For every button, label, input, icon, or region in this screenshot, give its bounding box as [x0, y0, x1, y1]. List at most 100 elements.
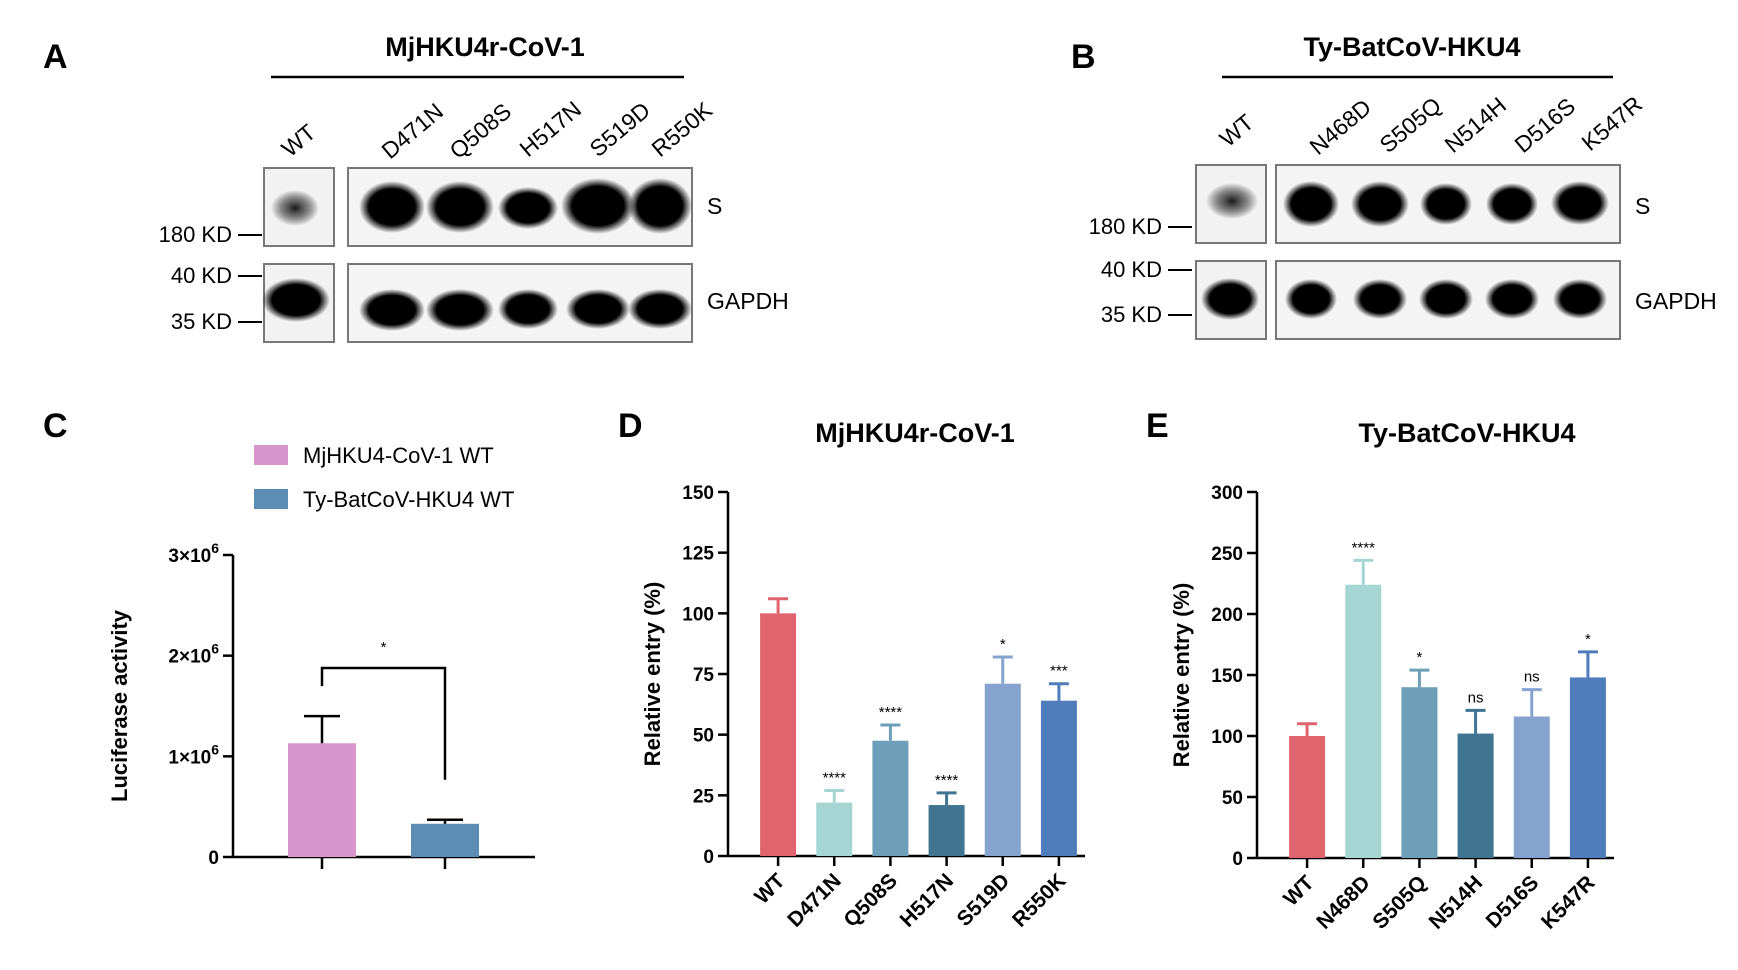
- band: [359, 289, 425, 331]
- x-tick-label: Q508S: [839, 869, 902, 932]
- y-axis-title: Relative entry (%): [640, 582, 665, 767]
- y-tick-label: 50: [1222, 788, 1243, 809]
- legend-label: Ty-BatCoV-HKU4 WT: [303, 487, 514, 512]
- x-tick-label: N468D: [1312, 871, 1374, 933]
- band-label-s: S: [707, 193, 722, 219]
- y-tick-label: 100: [682, 604, 714, 625]
- chart-d: MjHKU4r-CoV-1 0 25 50 75 100 125 150 Relative en…: [640, 418, 1085, 932]
- significance-label: ns: [1524, 669, 1540, 686]
- lane-label: N468D: [1305, 94, 1377, 160]
- lane-label: WT: [1215, 109, 1259, 152]
- bar: [872, 740, 909, 856]
- significance-label: ****: [879, 704, 903, 721]
- x-tick-label: D471N: [783, 869, 845, 931]
- chart-title: Ty-BatCoV-HKU4: [1358, 418, 1575, 448]
- band: [1553, 279, 1607, 319]
- marker-label: 180 KD: [1089, 214, 1162, 239]
- bar: [1457, 733, 1494, 858]
- band: [628, 178, 692, 234]
- bar: [411, 823, 479, 857]
- bar: [928, 805, 965, 856]
- x-tick-label: D516S: [1482, 871, 1544, 933]
- band: [426, 289, 494, 331]
- band: [1551, 181, 1609, 225]
- band: [1419, 279, 1473, 319]
- y-tick-label: 1×106: [168, 741, 219, 768]
- y-tick-label: 0: [1232, 849, 1243, 870]
- band-label-gapdh: GAPDH: [707, 288, 789, 314]
- x-tick-label: WT: [1279, 871, 1318, 910]
- y-tick-label-exponent: 6: [211, 641, 219, 657]
- x-tick-label: H517N: [896, 869, 958, 931]
- band: [498, 187, 558, 229]
- y-tick-label: 250: [1211, 544, 1243, 565]
- y-tick-label-base: 3×10: [168, 546, 211, 567]
- lane-label: R550K: [647, 96, 718, 162]
- y-tick-label: 75: [693, 665, 715, 686]
- band: [566, 289, 630, 329]
- marker-label: 40 KD: [171, 263, 232, 288]
- bar: [1040, 700, 1077, 856]
- y-tick-label-base: 1×10: [168, 747, 211, 768]
- significance-label: ns: [1468, 689, 1484, 706]
- x-tick-label: WT: [750, 869, 789, 908]
- band: [1283, 181, 1339, 227]
- lane-label: D516S: [1510, 93, 1581, 158]
- significance-label: *: [381, 639, 387, 656]
- bar: [1289, 736, 1326, 858]
- significance-label: *: [1585, 631, 1591, 648]
- band-label-s: S: [1635, 193, 1650, 219]
- lane-label: H517N: [515, 96, 587, 162]
- significance-label: *: [1416, 649, 1422, 666]
- band: [262, 278, 330, 322]
- significance-label: ***: [1050, 663, 1068, 680]
- lane-label: N514H: [1440, 92, 1512, 158]
- band: [628, 289, 692, 329]
- band: [1485, 279, 1539, 319]
- band: [498, 289, 558, 329]
- marker-label: 35 KD: [1101, 302, 1162, 327]
- lane-label: K547R: [1577, 91, 1648, 156]
- panel-label-a: A: [43, 38, 68, 76]
- lane-label: WT: [277, 119, 321, 162]
- x-tick-label: K547R: [1537, 871, 1599, 933]
- significance-label: ****: [935, 772, 959, 789]
- lane-label: S519D: [585, 97, 656, 162]
- chart-e: Ty-BatCoV-HKU4 0 50 100 150 200 250 300 Relative…: [1169, 418, 1614, 934]
- lane-label: Q508S: [445, 98, 517, 164]
- band: [561, 178, 635, 234]
- bar: [760, 613, 797, 856]
- band: [1201, 278, 1259, 320]
- band: [1285, 279, 1337, 319]
- panel-label-c: C: [43, 407, 68, 445]
- band: [1206, 183, 1258, 219]
- bar: [816, 802, 853, 856]
- y-tick-label: 150: [1211, 666, 1243, 687]
- marker-label: 40 KD: [1101, 257, 1162, 282]
- y-tick-label: 0: [703, 847, 714, 868]
- band: [426, 181, 494, 233]
- y-axis-title: Luciferase activity: [107, 609, 132, 802]
- y-tick-label-exponent: 6: [211, 741, 219, 757]
- panel-b: B Ty-BatCoV-HKU4 WT N468D S505Q N514H D5…: [1071, 32, 1717, 340]
- lane-label: S505Q: [1375, 92, 1447, 158]
- bar: [984, 683, 1021, 856]
- y-tick-label: 150: [682, 483, 714, 504]
- legend-label: MjHKU4-CoV-1 WT: [303, 443, 494, 468]
- band: [271, 190, 319, 226]
- strain-title-b: Ty-BatCoV-HKU4: [1303, 32, 1520, 62]
- band: [1486, 183, 1538, 225]
- bar: [1345, 584, 1382, 858]
- y-tick-label: 25: [693, 786, 715, 807]
- y-tick-label: 125: [682, 544, 714, 565]
- strain-title-a: MjHKU4r-CoV-1: [385, 32, 585, 62]
- band: [359, 181, 425, 233]
- bar: [1513, 716, 1550, 858]
- bar: [1401, 687, 1438, 858]
- y-tick-label-base: 2×10: [168, 647, 211, 668]
- band-label-gapdh: GAPDH: [1635, 288, 1717, 314]
- y-tick-label: 0: [208, 848, 219, 869]
- significance-bracket: [320, 666, 447, 780]
